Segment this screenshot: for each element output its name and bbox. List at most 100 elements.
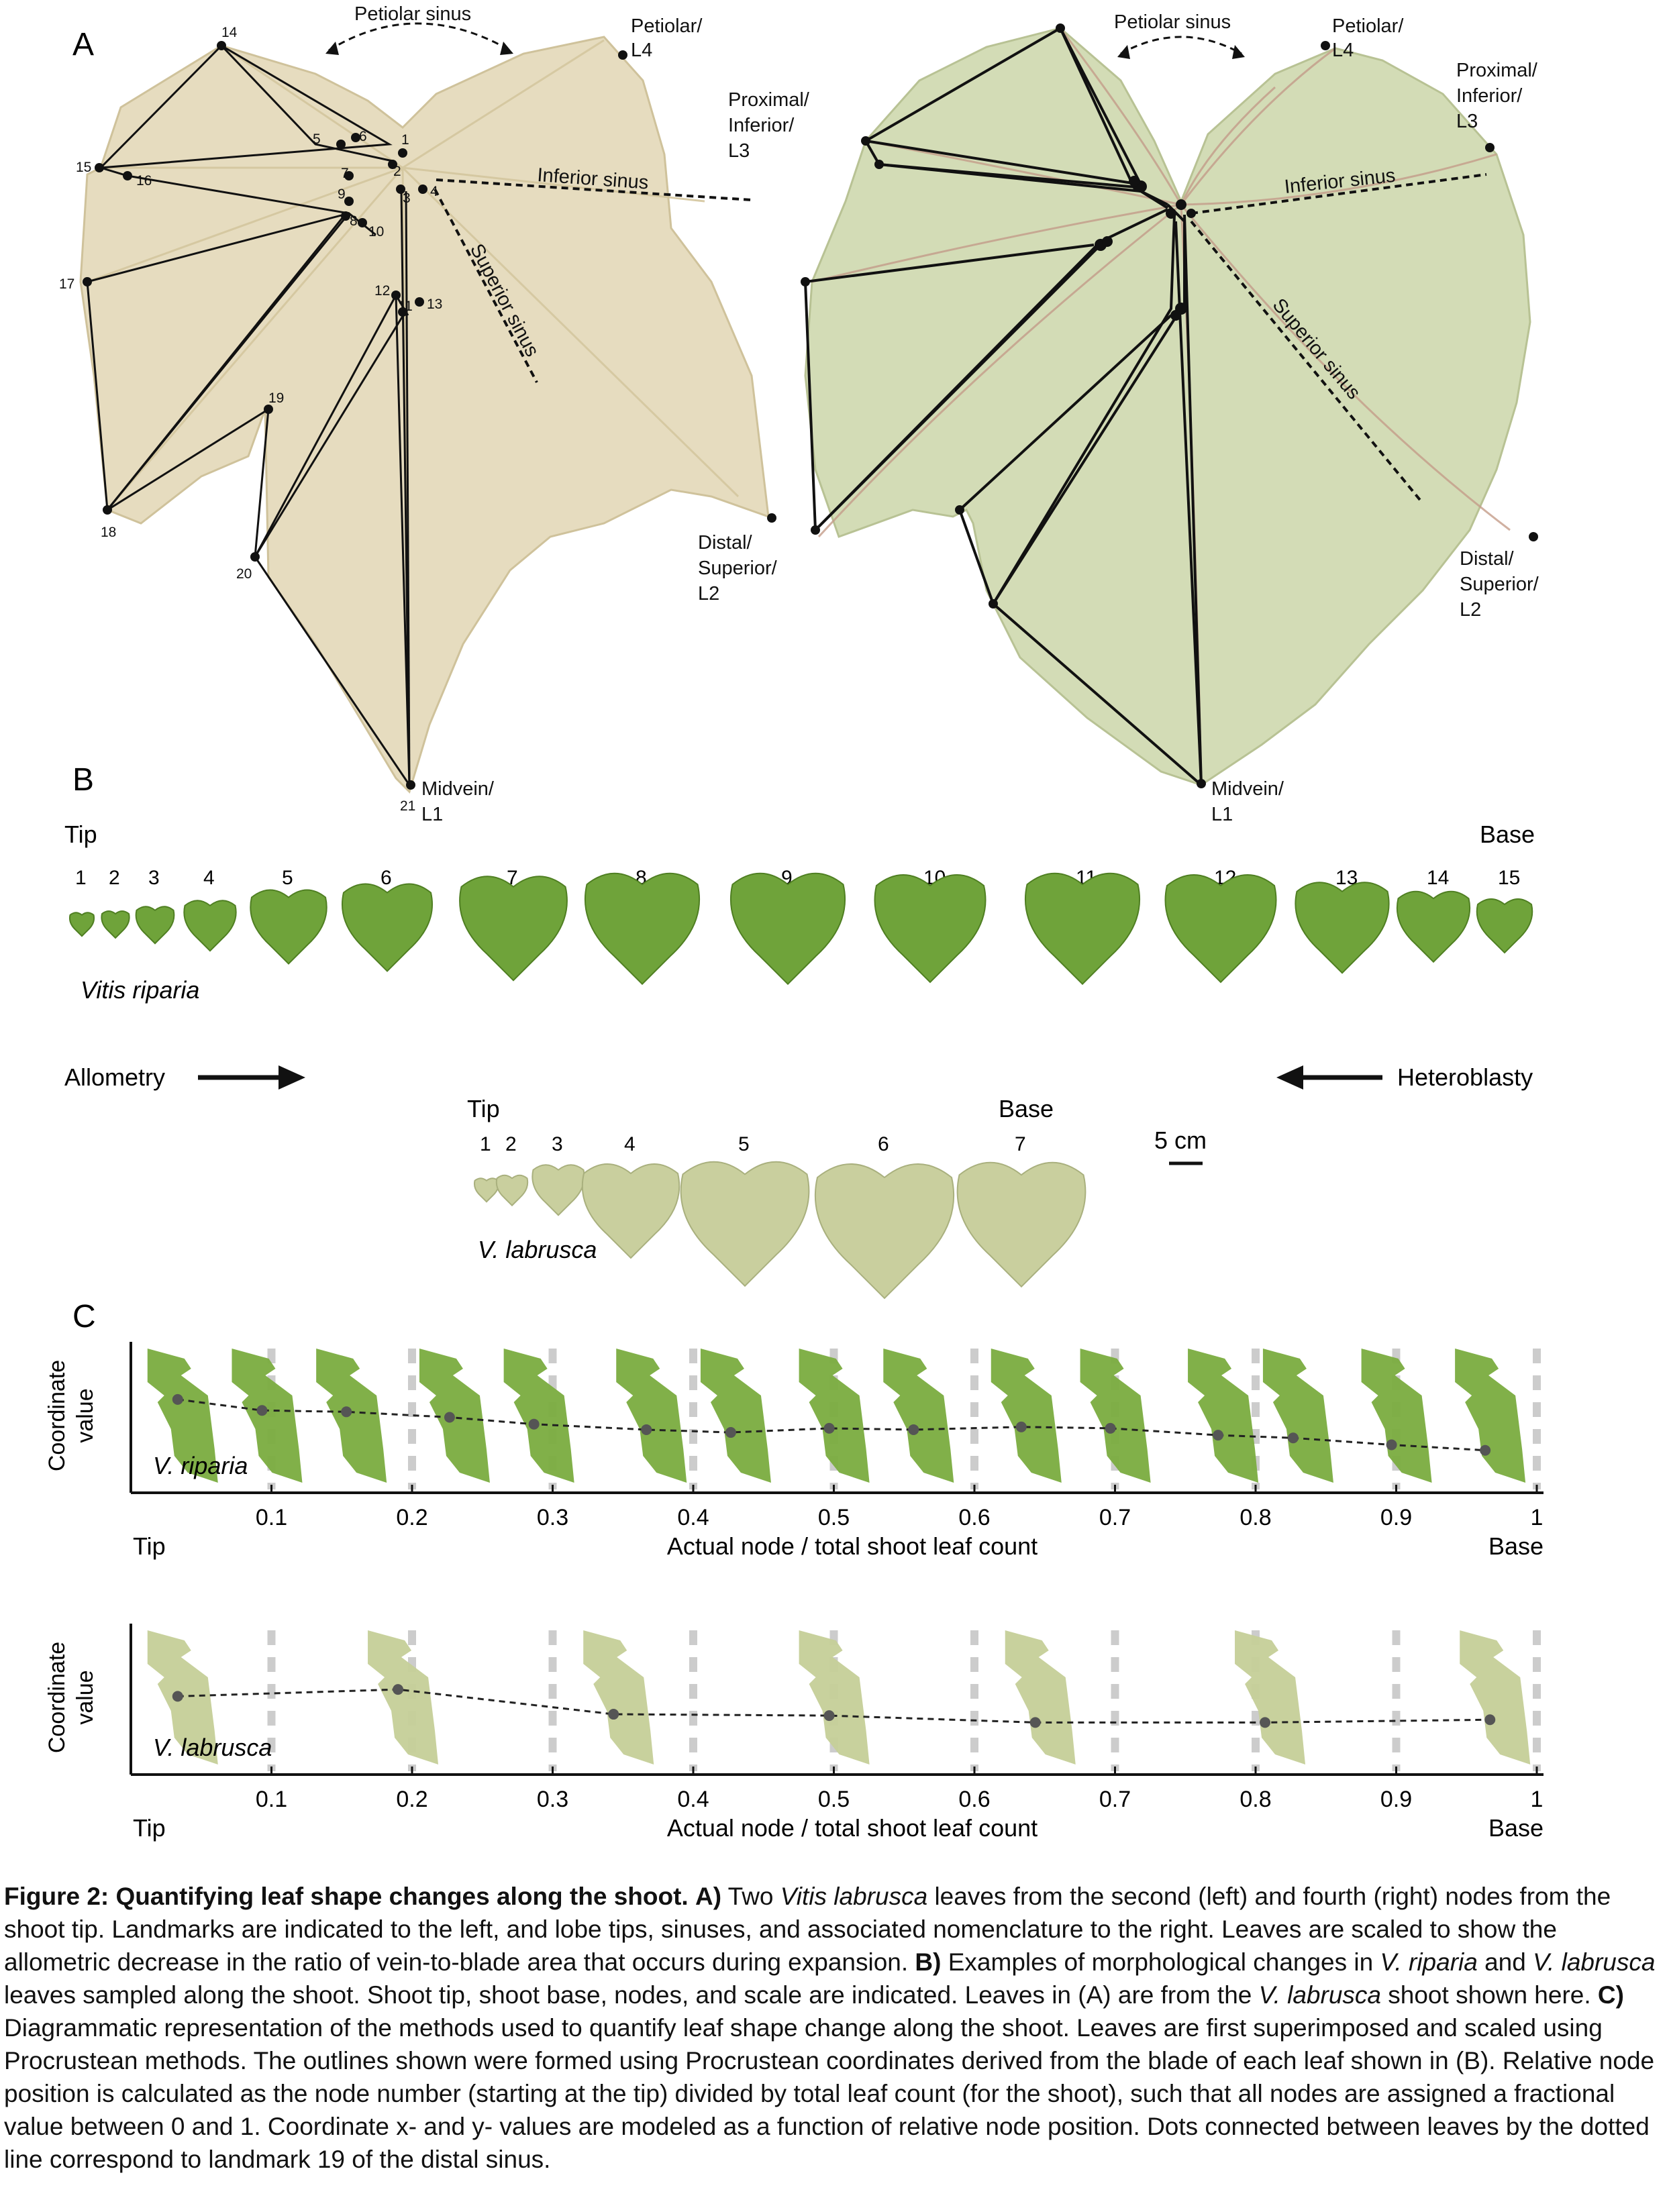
chart-point-0-3 xyxy=(444,1412,455,1423)
riparia-node-label-2: 2 xyxy=(109,867,120,889)
riparia-tip-label: Tip xyxy=(64,821,97,848)
chart-ticklabel-1-3: 0.4 xyxy=(677,1787,709,1812)
right-leaf xyxy=(801,23,1531,788)
chart-tip-label-1: Tip xyxy=(133,1814,166,1842)
chart-xlabel-0: Actual node / total shoot leaf count xyxy=(667,1532,1038,1560)
left-petiolar-sinus-label: Petiolar sinus xyxy=(354,3,471,25)
labrusca-leaf-6 xyxy=(814,1163,955,1300)
chart-leaf-outline-0-2 xyxy=(316,1349,387,1483)
chart-leaf-outline-0-6 xyxy=(700,1349,771,1483)
riparia-leaf-10 xyxy=(874,874,987,984)
riparia-leaf-5 xyxy=(250,889,327,965)
figure-caption: Figure 2: Quantifying leaf shape changes… xyxy=(4,1880,1660,2176)
riparia-node-label-4: 4 xyxy=(203,867,215,889)
landmark-16: 16 xyxy=(136,173,152,189)
chart-leaf-outline-0-12 xyxy=(1262,1349,1333,1483)
chart-point-0-8 xyxy=(908,1424,919,1435)
chart-leaf-outline-0-9 xyxy=(991,1349,1062,1483)
caption-b-text-2: and xyxy=(1484,1948,1526,1976)
riparia-leaf-2 xyxy=(101,910,130,939)
panel-c: C Coordinate value 0.1 0.2 0.3 0.4 0.5 0.6 0.7 0.… xyxy=(44,1299,1544,1842)
caption-b-species-3: V. labrusca xyxy=(1258,1981,1381,2009)
chart-ticklabel-0-8: 0.9 xyxy=(1380,1505,1412,1530)
riparia-node-label-5: 5 xyxy=(282,867,293,889)
chart-point-1-6 xyxy=(1484,1714,1496,1726)
labrusca-species-label: V. labrusca xyxy=(478,1236,597,1263)
landmark-5: 5 xyxy=(313,131,321,147)
caption-b-text-3: leaves sampled along the shoot. Shoot ti… xyxy=(4,1981,1252,2009)
chart-leaf-outline-0-1 xyxy=(232,1349,303,1483)
panel-c-letter: C xyxy=(72,1299,96,1334)
chart-ticklabel-0-1: 0.2 xyxy=(396,1505,427,1530)
chart-point-0-2 xyxy=(341,1406,352,1418)
right-midvein-label: Midvein/L1 xyxy=(1211,778,1284,825)
riparia-species-label: Vitis riparia xyxy=(81,976,199,1004)
chart-point-0-9 xyxy=(1015,1421,1027,1432)
labrusca-leaf-7 xyxy=(956,1161,1086,1288)
left-leaf: 1 2 3 4 5 6 7 8 9 10 11 12 13 14 15 16 1… xyxy=(59,25,770,814)
chart-tip-label-0: Tip xyxy=(133,1532,166,1560)
chart-leaf-outline-1-1 xyxy=(368,1630,439,1765)
riparia-leaf-6 xyxy=(341,883,434,972)
chart-leaf-outline-0-7 xyxy=(799,1349,870,1483)
riparia-leaf-15 xyxy=(1476,898,1533,954)
chart-point-1-3 xyxy=(823,1710,835,1722)
labrusca-leaf-2 xyxy=(495,1174,529,1207)
landmark-11: 11 xyxy=(398,299,413,314)
caption-a-text-1: Two xyxy=(727,1883,774,1910)
riparia-leaf-7 xyxy=(459,876,568,982)
labrusca-chart: Coordinate value 0.1 0.2 0.3 0.4 0.5 0.6 0.7 0.8 0… xyxy=(44,1624,1544,1842)
labrusca-node-label-1: 1 xyxy=(480,1133,491,1155)
landmark-8: 8 xyxy=(350,213,358,229)
chart-ticklabel-0-3: 0.4 xyxy=(677,1505,709,1530)
right-petiolar-sinus-label: Petiolar sinus xyxy=(1114,11,1231,33)
chart-ticklabel-1-6: 0.7 xyxy=(1099,1787,1131,1812)
labrusca-node-label-7: 7 xyxy=(1015,1133,1026,1155)
chart-leaf-outline-0-13 xyxy=(1361,1349,1432,1483)
allometry-label: Allometry xyxy=(64,1063,165,1091)
chart-ticklabel-1-4: 0.5 xyxy=(818,1787,850,1812)
riparia-leaf-row: 1 2 3 4 5 6 7 8 9 10 11 12 13 14 15 xyxy=(68,867,1533,986)
labrusca-node-label-5: 5 xyxy=(738,1133,750,1155)
chart-point-1-5 xyxy=(1260,1717,1271,1728)
chart-base-label-1: Base xyxy=(1488,1814,1544,1842)
landmark-6: 6 xyxy=(359,129,367,144)
landmark-12: 12 xyxy=(374,283,390,299)
chart-point-0-0 xyxy=(172,1393,183,1405)
landmark-7: 7 xyxy=(341,166,349,181)
chart-leaf-outline-1-4 xyxy=(1005,1630,1076,1765)
chart-ticklabel-1-9: 1 xyxy=(1531,1787,1544,1812)
landmark-3: 3 xyxy=(403,191,411,206)
chart-species-1: V. labrusca xyxy=(153,1734,272,1761)
panel-a-letter: A xyxy=(72,27,94,62)
riparia-leaf-1 xyxy=(68,912,95,937)
chart-ticklabel-0-0: 0.1 xyxy=(256,1505,287,1530)
riparia-chart: Coordinate value 0.1 0.2 0.3 0.4 0.5 0.6 0.7 0.8 0… xyxy=(44,1342,1544,1560)
chart-leaf-outline-0-5 xyxy=(616,1349,687,1483)
riparia-base-label: Base xyxy=(1480,821,1535,848)
caption-a-text-2: leaves from the second (left) and fourth… xyxy=(4,1883,1611,1976)
landmark-15: 15 xyxy=(76,160,91,175)
caption-a-label: A) xyxy=(695,1883,722,1910)
chart-ticklabel-1-1: 0.2 xyxy=(396,1787,427,1812)
labrusca-node-label-6: 6 xyxy=(878,1133,889,1155)
landmark-14: 14 xyxy=(221,25,238,40)
labrusca-node-label-4: 4 xyxy=(624,1133,636,1155)
chart-ticklabel-0-7: 0.8 xyxy=(1240,1505,1271,1530)
chart-point-0-12 xyxy=(1287,1432,1299,1444)
chart-species-0: V. riparia xyxy=(153,1452,248,1479)
allometry-arrow xyxy=(198,1065,305,1090)
panel-b-letter: B xyxy=(72,765,94,798)
caption-b-label: B) xyxy=(915,1948,942,1976)
chart-ticklabel-1-0: 0.1 xyxy=(256,1787,287,1812)
chart-ticklabel-0-2: 0.3 xyxy=(537,1505,568,1530)
chart-ticklabel-1-7: 0.8 xyxy=(1240,1787,1271,1812)
riparia-node-label-6: 6 xyxy=(381,867,392,889)
chart-point-1-1 xyxy=(393,1684,404,1695)
caption-b-text-4: shoot shown here. xyxy=(1388,1981,1591,2009)
chart-ticklabel-1-8: 0.9 xyxy=(1380,1787,1412,1812)
chart-ticklabel-0-6: 0.7 xyxy=(1099,1505,1131,1530)
left-proximal-label: Proximal/Inferior/L3 xyxy=(728,89,810,162)
landmark-20: 20 xyxy=(236,566,252,582)
riparia-leaf-13 xyxy=(1295,882,1390,974)
